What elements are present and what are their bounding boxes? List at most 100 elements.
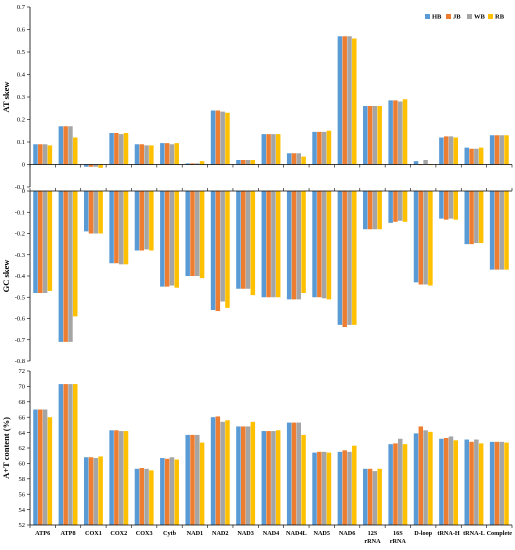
bar-content-WB [220,421,225,525]
bar-gc-JB [317,191,322,298]
bar-gc-WB [118,191,124,265]
bar-gc-HB [261,191,267,298]
bar-at-JB [215,110,221,165]
bar-gc-HB [210,191,216,310]
bar-content-WB [144,468,149,525]
category-label: NAD4L [286,530,307,537]
bar-gc-RB [123,191,129,265]
y-tick-label: 60 [19,461,26,468]
bar-content-WB [195,434,200,525]
bar-at-JB [139,144,145,165]
bar-gc-WB [296,191,302,300]
bar-at-WB [499,135,504,165]
bar-content-JB [240,426,246,525]
bar-at-RB [47,145,53,165]
bar-content-HB [286,422,292,525]
bar-at-HB [261,134,267,165]
bar-content-RB [250,421,256,525]
bar-gc-WB [397,191,403,221]
bar-at-WB [245,160,251,165]
bar-gc-HB [83,191,89,232]
bar-gc-WB [347,191,352,325]
bar-gc-RB [174,191,179,288]
legend-label-HB: HB [432,14,442,21]
bar-content-HB [134,468,140,525]
bar-at-HB [388,100,393,165]
bar-at-WB [423,160,428,165]
bar-at-WB [144,145,149,165]
bar-gc-JB [215,191,221,312]
bar-content-WB [397,438,403,525]
bar-content-RB [199,442,205,525]
bar-at-HB [363,106,368,165]
bar-at-RB [123,133,129,165]
legend: HB JB WB RB [425,14,505,21]
bar-gc-HB [236,191,241,289]
bar-at-HB [134,144,140,165]
bar-content-JB [393,443,398,525]
bar-content-RB [47,417,53,525]
y-tick-label: -0.6 [15,316,26,323]
bar-gc-JB [367,191,373,230]
bar-content-RB [149,470,154,525]
bar-content-HB [363,468,368,525]
bar-content-HB [312,452,317,525]
bar-content-JB [443,437,449,525]
bar-content-WB [169,457,175,525]
bar-content-RB [478,443,484,525]
category-label: ATP8 [61,530,76,537]
bar-gc-JB [291,191,297,300]
y-tick-label: -0.7 [15,337,26,344]
y-tick-label: 72 [19,368,26,375]
bar-at-WB [93,164,99,167]
y-tick-label: -0.3 [15,252,25,259]
bar-gc-JB [63,191,68,342]
category-label: COX1 [85,530,102,537]
bar-at-RB [326,130,332,165]
bar-content-RB [174,459,179,525]
bar-at-JB [494,135,500,165]
bar-gc-RB [453,191,459,220]
bar-at-WB [118,134,124,165]
bar-gc-RB [250,191,256,296]
y-tick-label: 56 [19,491,26,498]
bar-at-JB [114,133,119,165]
bar-gc-WB [423,191,428,285]
category-label: rRNA [390,538,407,545]
bar-content-WB [93,458,99,525]
bar-content-JB [494,441,500,525]
bar-gc-JB [342,191,347,327]
bar-gc-WB [271,191,276,298]
y-tick-label: -0.8 [15,358,25,365]
bar-content-WB [245,426,251,525]
bar-gc-JB [88,191,94,234]
bar-at-JB [266,134,271,165]
bar-at-WB [68,126,73,165]
bar-content-WB [372,471,378,525]
bar-gc-HB [286,191,292,300]
category-label: COX2 [110,530,127,537]
bar-at-RB [352,38,357,165]
bar-content-JB [38,409,43,525]
bar-gc-JB [494,191,500,270]
bar-content-JB [266,431,271,525]
bar-gc-JB [393,191,398,222]
category-label: 16S [393,530,403,537]
bar-at-WB [474,148,479,165]
bar-gc-RB [149,191,154,251]
y-tick-label: 58 [19,476,26,483]
bar-at-WB [321,131,327,165]
legend-label-RB: RB [495,14,505,21]
bar-at-RB [73,137,78,165]
bar-gc-JB [190,191,195,276]
bar-gc-HB [388,191,393,223]
bar-at-HB [286,153,292,165]
y-tick-label: 0.3 [17,94,25,101]
bar-at-JB [342,36,347,165]
bar-gc-RB [199,191,205,279]
category-label: 12S [368,530,378,537]
y-tick-label: 0.4 [17,72,26,79]
bar-at-WB [448,136,454,165]
bar-at-JB [190,163,195,165]
bar-gc-WB [220,191,225,302]
